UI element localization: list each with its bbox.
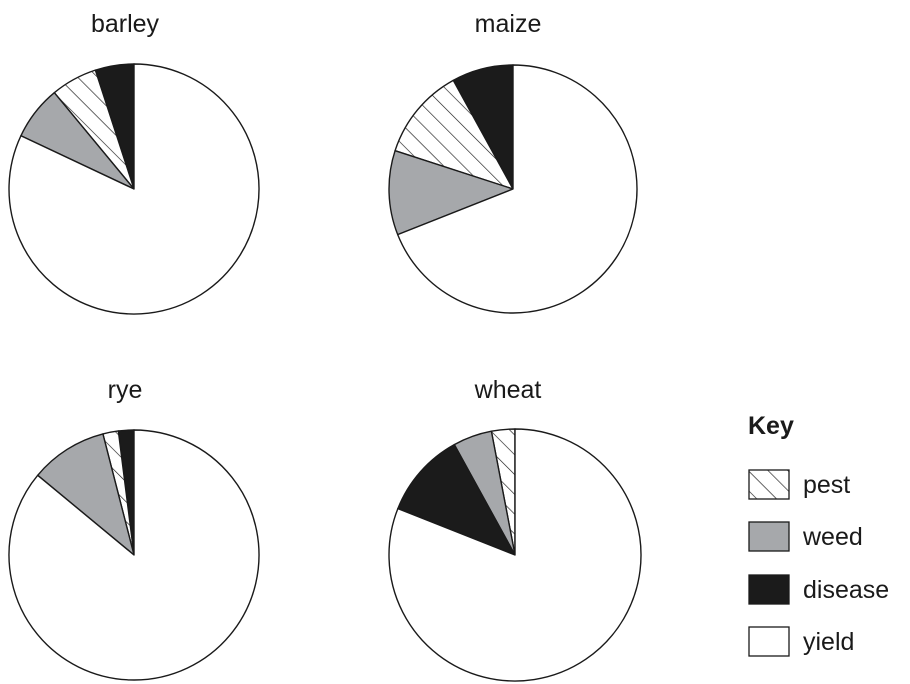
legend-swatch-pest (748, 469, 790, 500)
pie-rye (8, 429, 260, 681)
pie-barley (8, 63, 260, 315)
pie-maize (388, 64, 638, 314)
legend-swatch-weed (748, 521, 790, 552)
chart-title-wheat: wheat (474, 376, 542, 404)
legend-label-pest: pest (803, 471, 850, 499)
chart-title-barley: barley (91, 10, 160, 38)
legend-label-yield: yield (803, 628, 854, 656)
legend-swatch-disease (748, 574, 790, 605)
pie-slice-wheat-disease (397, 443, 516, 556)
pie-slice-maize-weed (388, 149, 514, 236)
pie-slice-rye-weed (36, 433, 135, 556)
pie-slice-maize-yield (397, 64, 638, 314)
pie-slice-rye-yield (8, 429, 260, 681)
chart-title-rye: rye (108, 376, 143, 404)
legend-title: Key (748, 412, 794, 440)
pie-wheat (388, 428, 642, 682)
pie-slice-maize-pest (394, 79, 514, 190)
chart-title-maize: maize (475, 10, 542, 38)
pie-slice-wheat-yield (388, 428, 642, 682)
legend: Key pest weed disease yield (748, 412, 889, 657)
legend-label-disease: disease (803, 576, 889, 604)
pie-slice-barley-yield (8, 63, 260, 315)
legend-label-weed: weed (802, 523, 863, 551)
legend-swatch-yield (748, 626, 790, 657)
